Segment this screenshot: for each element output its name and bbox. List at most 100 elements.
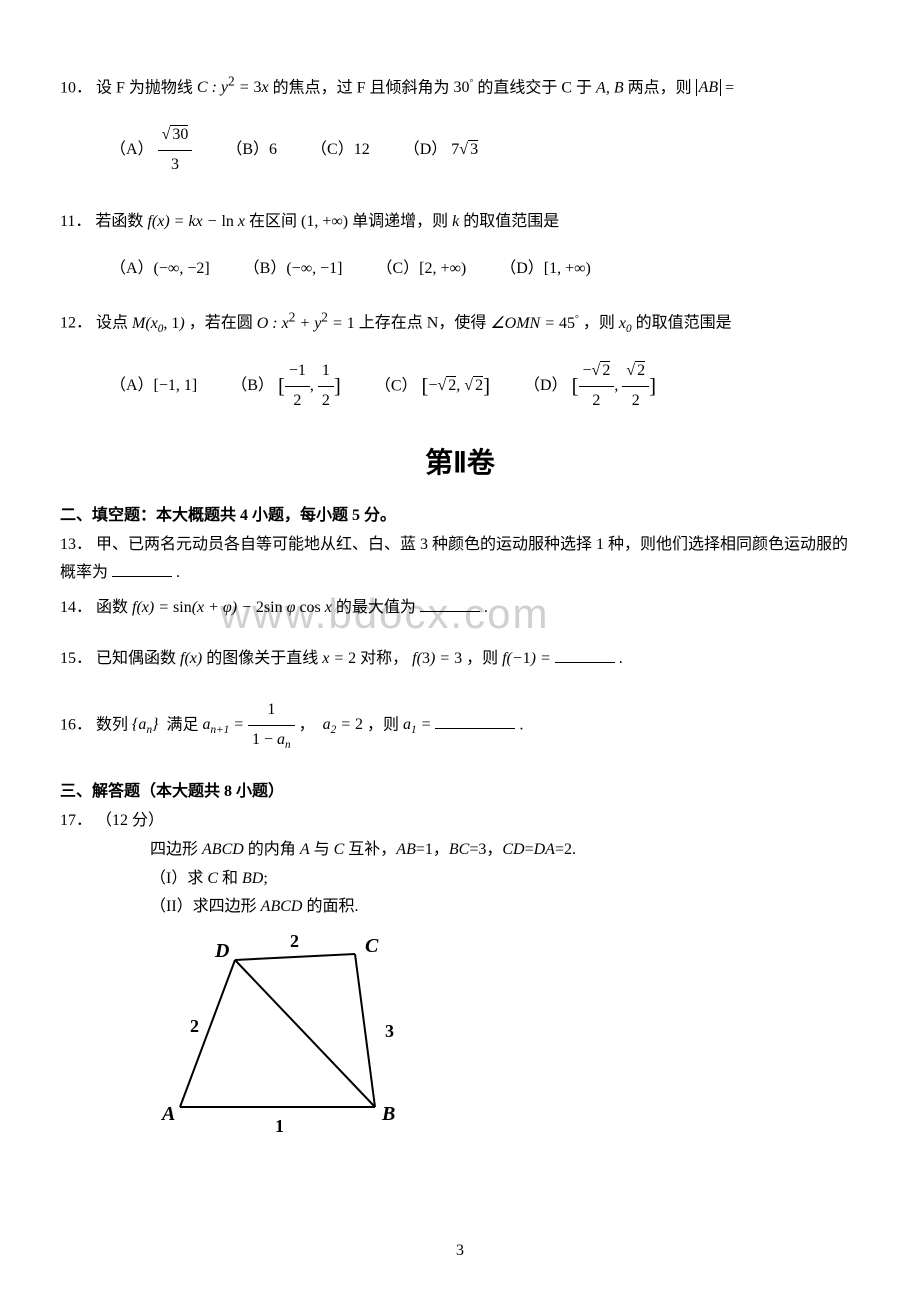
q12-optC: （C） [−√2, √2] [375,368,490,405]
question-14: 14． 函数 f(x) = sin(x + φ) − 2sin φ cos x … [60,594,860,623]
q11-optB: （B）(−∞, −1] [244,255,343,284]
q15-f3: f(3) = 3 [412,650,462,667]
q12-num: 12． [60,315,92,332]
q15-end: . [619,650,623,667]
q15-text3: 对称， [360,650,408,667]
q11-num: 11． [60,213,91,230]
q10-optC: （C）12 [311,136,370,165]
q12-optD: （D） [−√22, √22] [524,357,656,416]
q11-optD: （D）[1, +∞) [500,255,591,284]
q10-ab: AB [696,79,722,96]
q14-text2: 的最大值为 [336,599,416,616]
q11-optA: （A）(−∞, −2] [110,255,210,284]
q10-text3: 的直线交于 C 于 [477,79,592,96]
q15-fn1: f(−1) = [502,650,551,667]
q15-num: 15． [60,650,92,667]
q10-text4: 两点，则 [628,79,692,96]
q14-num: 14． [60,599,92,616]
q16-an: {an} [132,716,158,733]
q10-optB: （B）6 [226,136,277,165]
q10-pts: A, B [596,79,624,96]
q15-xeq: x = 2 [322,650,356,667]
q12-text4: ，则 [583,315,615,332]
q15-text4: ，则 [466,650,498,667]
q15-blank [555,662,615,663]
q14-end: . [484,599,488,616]
page-number: 3 [456,1242,464,1260]
q17-points: （12 分） [96,812,164,829]
quadrilateral-svg: A B C D 1 3 2 2 [160,932,420,1132]
q10-optD: （D） 7√3 [404,136,478,165]
q16-end: . [519,716,523,733]
svg-text:1: 1 [275,1116,284,1132]
svg-text:B: B [381,1103,395,1125]
q10-eq: = [725,79,734,96]
q15-text1: 已知偶函数 [96,650,176,667]
question-11: 11． 若函数 f(x) = kx − ln x 在区间 (1, +∞) 单调递… [60,208,860,284]
q16-text1: 数列 [96,716,128,733]
q11-interval: (1, +∞) [301,213,348,230]
q12-text2: ，若在圆 [189,315,253,332]
q11-text4: 的取值范围是 [463,213,559,230]
q14-text1: 函数 [96,599,128,616]
q13-blank [112,576,172,577]
q16-frac: 11 − an [248,696,295,755]
q10-text2: 的焦点，过 F 且倾斜角为 [273,79,450,96]
q17-line1: 四边形 ABCD 的内角 A 与 C 互补，AB=1，BC=3，CD=DA=2. [150,836,860,865]
q16-comma: ， [299,716,315,733]
q16-a2: a2 = 2 [323,716,363,733]
q17-line3: （II）求四边形 ABCD 的面积. [150,893,860,922]
fillblank-header: 二、填空题：本大概题共 4 小题，每小题 5 分。 [60,501,860,525]
q17-num: 17． [60,812,92,829]
q12-M: M(x0, 1) [132,315,185,332]
q10-options: （A） √303 （B）6 （C）12 （D） 7√3 [110,121,860,180]
q16-text3: ，则 [367,716,399,733]
q16-num: 16． [60,716,92,733]
q15-text2: 的图像关于直线 [206,650,318,667]
q11-fx: f(x) = kx − ln x [147,213,245,230]
q13-end: . [176,564,180,581]
q11-k: k [452,213,459,230]
question-13: 13． 甲、已两名元动员各自等可能地从红、白、蓝 3 种颜色的运动服种选择 1 … [60,531,860,589]
q12-optB: （B） [−12, 12] [231,357,341,416]
q11-options: （A）(−∞, −2] （B）(−∞, −1] （C）[2, +∞) （D）[1… [110,255,860,284]
svg-text:D: D [214,940,229,962]
question-12: 12． 设点 M(x0, 1) ，若在圆 O : x2 + y2 = 1 上存在… [60,305,860,415]
svg-text:2: 2 [290,932,299,951]
svg-text:C: C [365,935,379,957]
q10-num: 10． [60,79,92,96]
q17-line2: （I）求 C 和 BD; [150,865,860,894]
q10-angle: 30° [454,79,474,96]
q11-text1: 若函数 [95,213,143,230]
svg-text:3: 3 [385,1021,394,1041]
q12-optA: （A）[−1, 1] [110,372,197,401]
q14-blank [420,611,480,612]
question-17: 17． （12 分） 四边形 ABCD 的内角 A 与 C 互补，AB=1，BC… [60,807,860,922]
q12-O: O : x2 + y2 = 1 [257,315,355,332]
q13-num: 13． [60,536,92,553]
q10-optA: （A） √303 [110,121,192,180]
svg-text:A: A [160,1103,175,1125]
q12-options: （A）[−1, 1] （B） [−12, 12] （C） [−√2, √2] （… [110,357,860,416]
page-content: 10． 设 F 为抛物线 C : y2 = 3x 的焦点，过 F 且倾斜角为 3… [60,70,860,1137]
q12-x0: x0 [619,315,632,332]
q11-optC: （C）[2, +∞) [376,255,466,284]
q12-text5: 的取值范围是 [636,315,732,332]
q12-text3: 上存在点 N，使得 [359,315,487,332]
svg-text:2: 2 [190,1016,199,1036]
question-10: 10． 设 F 为抛物线 C : y2 = 3x 的焦点，过 F 且倾斜角为 3… [60,70,860,180]
q15-fx: f(x) [180,650,202,667]
q14-fx: f(x) = sin(x + φ) − 2sin φ cos x [132,599,332,616]
q16-blank [435,728,515,729]
q16-text2: 满足 [166,716,198,733]
solve-header: 三、解答题（本大题共 8 小题） [60,777,860,801]
q11-text3: 单调递增，则 [352,213,448,230]
q10-text1: 设 F 为抛物线 [96,79,193,96]
q10-formula1: C : y2 = 3x [197,79,269,96]
section-2-title: 第Ⅱ卷 [60,441,860,481]
q11-text2: 在区间 [249,213,297,230]
question-15: 15． 已知偶函数 f(x) 的图像关于直线 x = 2 对称， f(3) = … [60,645,860,674]
q12-text1: 设点 [96,315,128,332]
q16-a1: a1 = [403,716,431,733]
q16-rec: an+1 = [202,716,248,733]
